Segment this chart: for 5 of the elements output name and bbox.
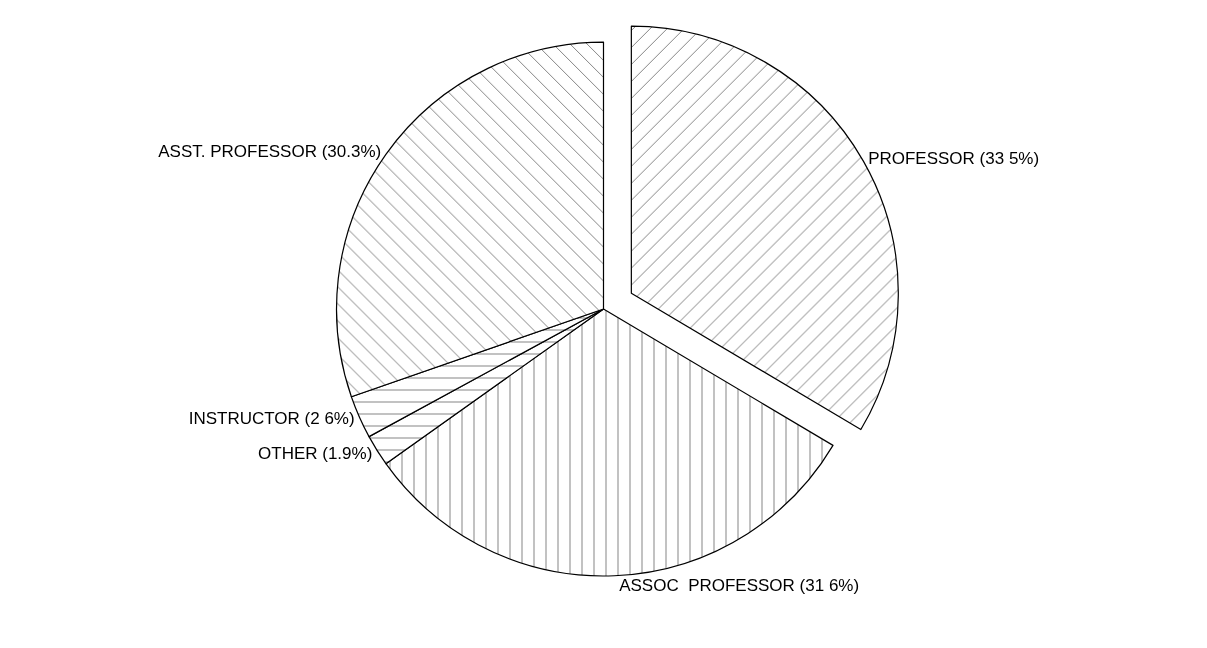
slice-label: INSTRUCTOR (2 6%) xyxy=(188,409,355,429)
slice-label: OTHER (1.9%) xyxy=(258,443,373,463)
slice-label: PROFESSOR (33 5%) xyxy=(868,149,1040,169)
slice-label: ASST. PROFESSOR (30.3%) xyxy=(158,141,382,161)
slice-label: ASSOC PROFESSOR (31 6%) xyxy=(619,575,860,595)
